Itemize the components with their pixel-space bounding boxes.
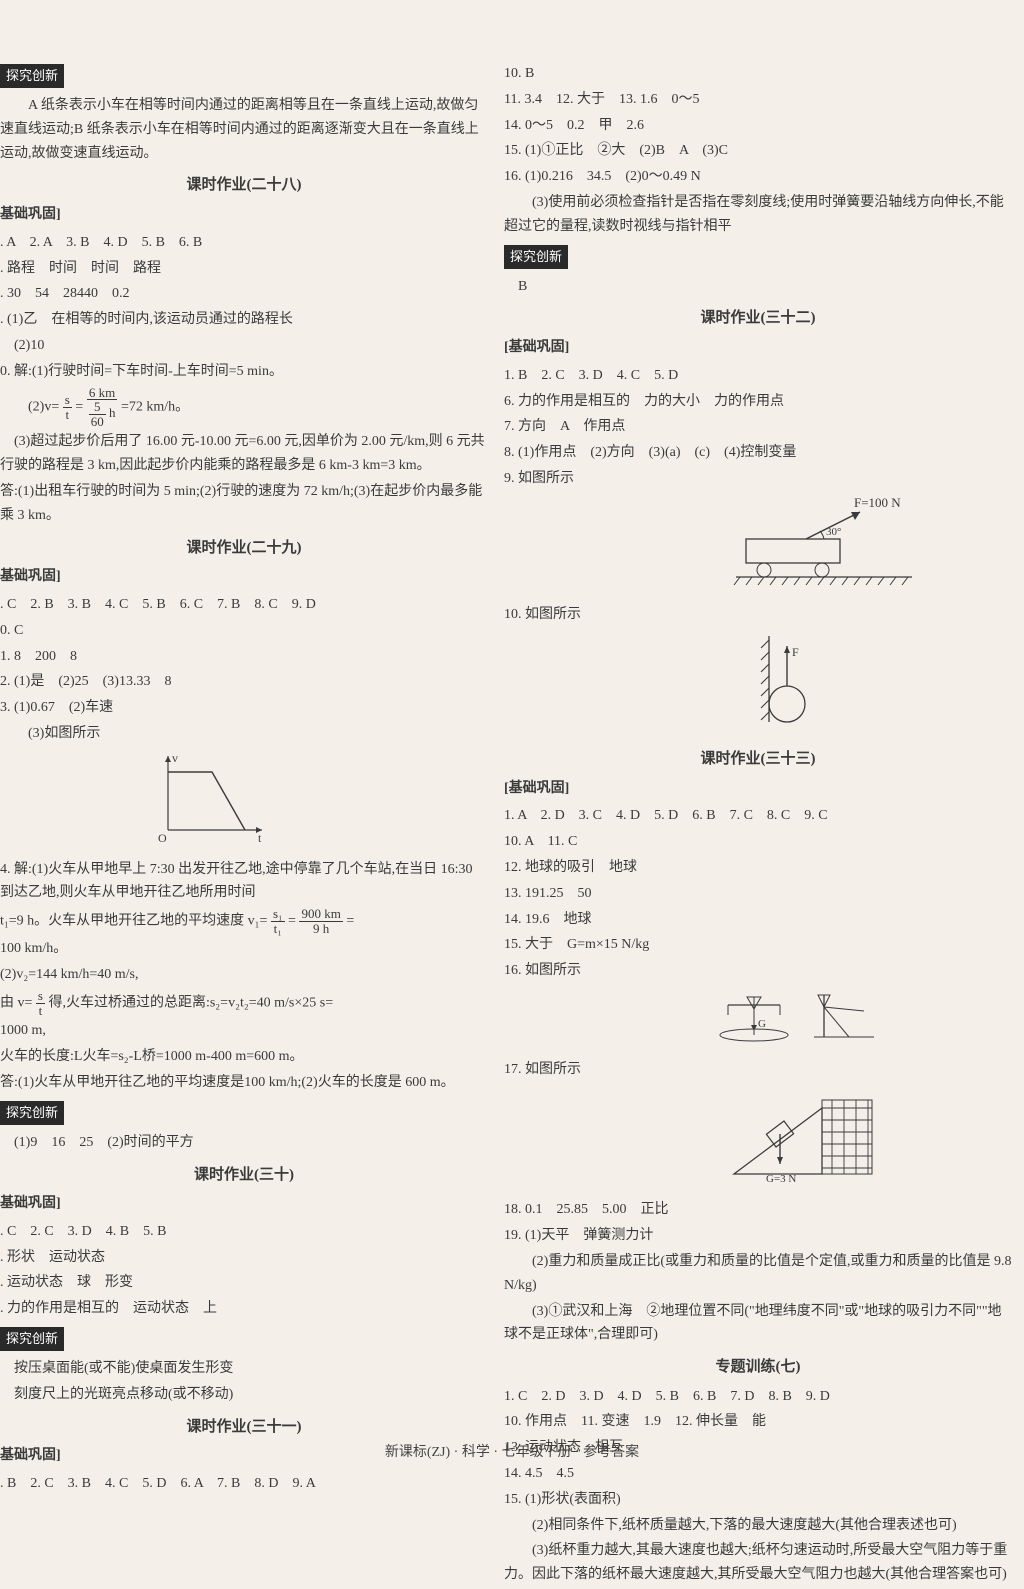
ans-line: . 30 54 28440 0.2 <box>0 282 488 306</box>
explore-badge: 探究创新 <box>504 245 568 269</box>
ans-line: . 运动状态 球 形变 <box>0 1271 488 1295</box>
hw30-title: 课时作业(三十) <box>0 1163 488 1189</box>
ans-line: (3)如图所示 <box>0 722 488 746</box>
ans-line: 11. 3.4 12. 大于 13. 1.6 0～5 <box>504 88 1012 112</box>
ans-line: 9. 如图所示 <box>504 467 1012 491</box>
ans-line: 10. A 11. C <box>504 830 1012 854</box>
ans-line: B <box>504 275 1012 299</box>
basic-label: 基础巩固] <box>0 565 488 589</box>
ans-line: (3)纸杯重力越大,其最大速度也越大;纸杯匀速运动时,所受最大空气阻力等于重力。… <box>504 1539 1012 1587</box>
ans-line: 13. 191.25 50 <box>504 882 1012 906</box>
ans-line: 1. 8 200 8 <box>0 645 488 669</box>
ans-line: . 形状 运动状态 <box>0 1246 488 1270</box>
ans-line: 12. 地球的吸引 地球 <box>504 856 1012 880</box>
hw28-title: 课时作业(二十八) <box>0 173 488 199</box>
ans-line: 19. (1)天平 弹簧测力计 <box>504 1224 1012 1248</box>
ans-line: (2)10 <box>0 334 488 358</box>
ans-line: 1. B 2. C 3. D 4. C 5. D <box>504 364 1012 388</box>
ans-line: 0. 解:(1)行驶时间=下车时间-上车时间=5 min。 <box>0 360 488 384</box>
svg-text:F: F <box>792 645 799 659</box>
ans-line: 1. C 2. D 3. D 4. D 5. B 6. B 7. D 8. B … <box>504 1385 1012 1409</box>
ans-line: 火车的长度:L火车=s₂-L桥=1000 m-400 m=600 m。 <box>0 1045 488 1069</box>
ans-line: . 路程 时间 时间 路程 <box>0 257 488 281</box>
ans-line: 18. 0.1 25.85 5.00 正比 <box>504 1198 1012 1222</box>
ans-line: 7. 方向 A 作用点 <box>504 415 1012 439</box>
ans-line: . C 2. B 3. B 4. C 5. B 6. C 7. B 8. C 9… <box>0 593 488 617</box>
explore-text: A 纸条表示小车在相等时间内通过的距离相等且在一条直线上运动,故做匀速直线运动;… <box>0 94 488 165</box>
basic-label: [基础巩固] <box>504 777 1012 801</box>
ans-line: 2. (1)是 (2)25 (3)13.33 8 <box>0 670 488 694</box>
ans-line: . B 2. C 3. B 4. C 5. D 6. A 7. B 8. D 9… <box>0 1472 488 1496</box>
basic-label: [基础巩固] <box>504 336 1012 360</box>
hw33-title: 课时作业(三十三) <box>504 747 1012 773</box>
force-diagram-9: F=100 N 30° <box>724 495 1012 599</box>
ans-line: . 力的作用是相互的 运动状态 上 <box>0 1297 488 1321</box>
formula-line: t₁=9 h。火车从甲地开往乙地的平均速度 v₁= s₁t₁ = 900 km9… <box>0 907 488 935</box>
ans-line: 16. 如图所示 <box>504 959 1012 983</box>
ans-line: 15. (1)①正比 ②大 (2)B A (3)C <box>504 139 1012 163</box>
ans-line: (3)超过起步价后用了 16.00 元-10.00 元=6.00 元,因单价为 … <box>0 430 488 478</box>
basic-label: 基础巩固] <box>0 1192 488 1216</box>
ans-line: 16. (1)0.216 34.5 (2)0～0.49 N <box>504 165 1012 189</box>
svg-text:v: v <box>172 751 178 765</box>
ans-line: 14. 4.5 4.5 <box>504 1462 1012 1486</box>
ans-line: (3)使用前必须检查指针是否指在零刻度线;使用时弹簧要沿轴线方向伸长,不能超过它… <box>504 191 1012 239</box>
ans-line: 4. 解:(1)火车从甲地早上 7:30 出发开往乙地,途中停靠了几个车站,在当… <box>0 858 488 906</box>
svg-text:O: O <box>158 831 167 845</box>
force-diagram-10: F <box>734 630 1012 739</box>
ans-line: 15. 大于 G=m×15 N/kg <box>504 933 1012 957</box>
svg-text:t: t <box>258 831 262 845</box>
ans-line: 1. A 2. D 3. C 4. D 5. D 6. B 7. C 8. C … <box>504 804 1012 828</box>
ans-line: (2)相同条件下,纸杯质量越大,下落的最大速度越大(其他合理表述也可) <box>504 1514 1012 1538</box>
explore-badge: 探究创新 <box>0 64 64 88</box>
hw31-title: 课时作业(三十一) <box>0 1415 488 1441</box>
hw32-title: 课时作业(三十二) <box>504 306 1012 332</box>
basic-label: 基础巩固] <box>0 203 488 227</box>
hw29-title: 课时作业(二十九) <box>0 536 488 562</box>
vt-graph: v t O <box>150 750 488 854</box>
ans-line: (3)①武汉和上海 ②地理位置不同("地理纬度不同"或"地球的吸引力不同""地球… <box>504 1300 1012 1348</box>
svg-text:G=3 N: G=3 N <box>766 1173 796 1185</box>
ans-line: 10. B <box>504 62 1012 86</box>
ans-line: 刻度尺上的光斑亮点移动(或不移动) <box>0 1383 488 1407</box>
zt7-title: 专题训练(七) <box>504 1355 1012 1381</box>
svg-text:G: G <box>758 1018 766 1030</box>
ans-line: . (1)乙 在相等的时间内,该运动员通过的路程长 <box>0 308 488 332</box>
ans-line: 15. (1)形状(表面积) <box>504 1488 1012 1512</box>
svg-text:30°: 30° <box>826 526 841 538</box>
formula-line: (2)v= st = 6 km560 h =72 km/h。 <box>0 386 488 429</box>
ans-line: 8. (1)作用点 (2)方向 (3)(a) (c) (4)控制变量 <box>504 441 1012 465</box>
ans-line: 0. C <box>0 619 488 643</box>
ans-line: (1)9 16 25 (2)时间的平方 <box>0 1131 488 1155</box>
formula-line: 由 v= st 得,火车过桥通过的总距离:s₂=v₂t₂=40 m/s×25 s… <box>0 989 488 1017</box>
ans-line: 17. 如图所示 <box>504 1058 1012 1082</box>
ans-line: (2)v₂=144 km/h=40 m/s, <box>0 963 488 987</box>
ans-line: 10. 作用点 11. 变速 1.9 12. 伸长量 能 <box>504 1410 1012 1434</box>
ans-line: 答:(1)火车从甲地开往乙地的平均速度是100 km/h;(2)火车的长度是 6… <box>0 1071 488 1095</box>
ans-line: (2)重力和质量成正比(或重力和质量的比值是个定值,或重力和质量的比值是 9.8… <box>504 1250 1012 1298</box>
ans-line: . A 2. A 3. B 4. D 5. B 6. B <box>0 231 488 255</box>
balance-diagram-16: G <box>714 987 1012 1054</box>
ans-line: 6. 力的作用是相互的 力的大小 力的作用点 <box>504 390 1012 414</box>
ans-line: 1000 m, <box>0 1019 488 1043</box>
ans-line: 10. 如图所示 <box>504 603 1012 627</box>
ans-line: 3. (1)0.67 (2)车速 <box>0 696 488 720</box>
ans-line: . C 2. C 3. D 4. B 5. B <box>0 1220 488 1244</box>
explore-badge: 探究创新 <box>0 1101 64 1125</box>
ans-line: 答:(1)出租车行驶的时间为 5 min;(2)行驶的速度为 72 km/h;(… <box>0 480 488 528</box>
svg-text:F=100 N: F=100 N <box>854 495 901 510</box>
ans-line: 14. 0～5 0.2 甲 2.6 <box>504 114 1012 138</box>
ans-line: 100 km/h。 <box>0 937 488 961</box>
explore-badge: 探究创新 <box>0 1327 64 1351</box>
ans-line: 按压桌面能(或不能)使桌面发生形变 <box>0 1357 488 1381</box>
ans-line: 14. 19.6 地球 <box>504 908 1012 932</box>
incline-diagram-17: G=3 N <box>704 1086 1012 1195</box>
page-footer: 新课标(ZJ) · 科学 · 七年级下册 · 参考答案 <box>0 1441 1024 1465</box>
